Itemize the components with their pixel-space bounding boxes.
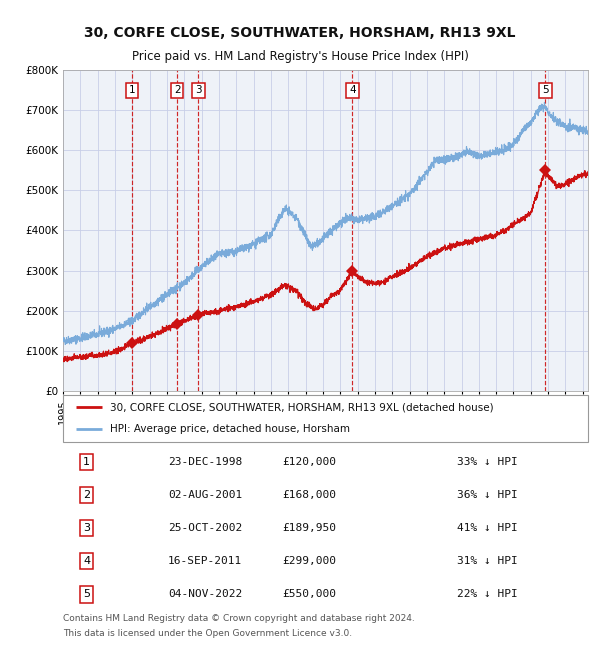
Text: HPI: Average price, detached house, Horsham: HPI: Average price, detached house, Hors… (110, 424, 350, 434)
Text: 33% ↓ HPI: 33% ↓ HPI (457, 457, 517, 467)
FancyBboxPatch shape (63, 395, 588, 442)
Text: £168,000: £168,000 (282, 490, 336, 500)
Text: 3: 3 (83, 523, 90, 533)
Text: £120,000: £120,000 (282, 457, 336, 467)
Text: 16-SEP-2011: 16-SEP-2011 (168, 556, 242, 566)
Text: 02-AUG-2001: 02-AUG-2001 (168, 490, 242, 500)
Text: 4: 4 (349, 85, 356, 96)
Text: 1: 1 (83, 457, 90, 467)
Text: 4: 4 (83, 556, 90, 566)
Text: £299,000: £299,000 (282, 556, 336, 566)
Text: £550,000: £550,000 (282, 590, 336, 599)
Text: 04-NOV-2022: 04-NOV-2022 (168, 590, 242, 599)
Text: 36% ↓ HPI: 36% ↓ HPI (457, 490, 517, 500)
Text: 2: 2 (83, 490, 90, 500)
Text: This data is licensed under the Open Government Licence v3.0.: This data is licensed under the Open Gov… (63, 629, 352, 638)
Text: 23-DEC-1998: 23-DEC-1998 (168, 457, 242, 467)
Text: 1: 1 (128, 85, 135, 96)
Text: £189,950: £189,950 (282, 523, 336, 533)
Text: 3: 3 (195, 85, 202, 96)
Text: 25-OCT-2002: 25-OCT-2002 (168, 523, 242, 533)
Text: 41% ↓ HPI: 41% ↓ HPI (457, 523, 517, 533)
Text: 30, CORFE CLOSE, SOUTHWATER, HORSHAM, RH13 9XL (detached house): 30, CORFE CLOSE, SOUTHWATER, HORSHAM, RH… (110, 402, 494, 412)
Text: 30, CORFE CLOSE, SOUTHWATER, HORSHAM, RH13 9XL: 30, CORFE CLOSE, SOUTHWATER, HORSHAM, RH… (84, 26, 516, 40)
Text: Contains HM Land Registry data © Crown copyright and database right 2024.: Contains HM Land Registry data © Crown c… (63, 614, 415, 623)
Text: 5: 5 (542, 85, 549, 96)
Text: 31% ↓ HPI: 31% ↓ HPI (457, 556, 517, 566)
Text: 5: 5 (83, 590, 90, 599)
Text: 2: 2 (174, 85, 181, 96)
Text: Price paid vs. HM Land Registry's House Price Index (HPI): Price paid vs. HM Land Registry's House … (131, 50, 469, 63)
Text: 22% ↓ HPI: 22% ↓ HPI (457, 590, 517, 599)
